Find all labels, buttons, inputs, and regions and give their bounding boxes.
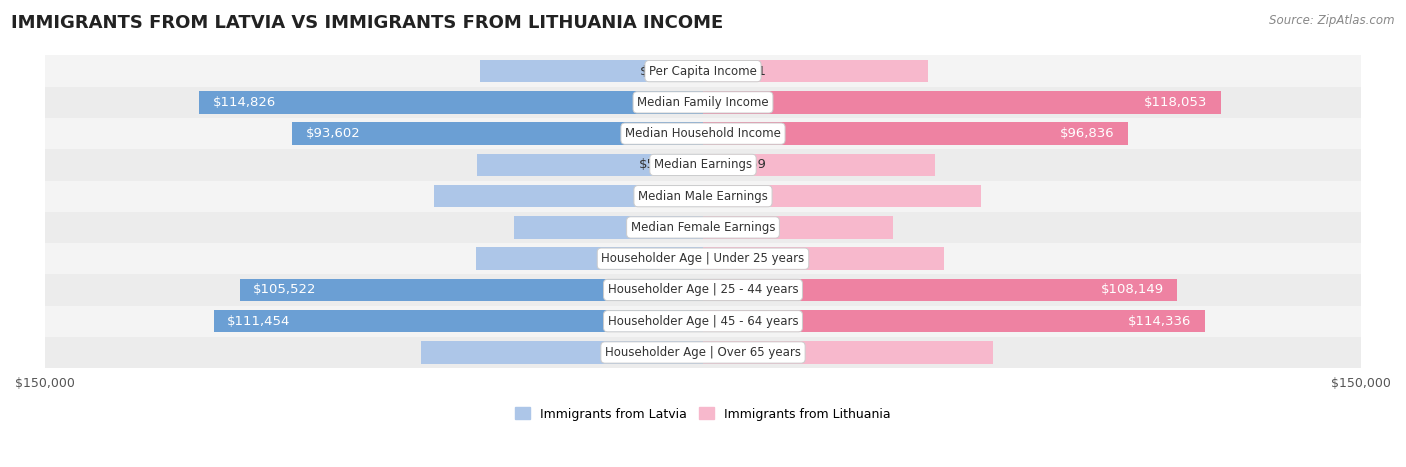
Text: Median Male Earnings: Median Male Earnings <box>638 190 768 203</box>
Bar <box>477 154 703 176</box>
Bar <box>45 87 1361 118</box>
Text: Per Capita Income: Per Capita Income <box>650 64 756 78</box>
Text: $108,149: $108,149 <box>1101 283 1164 297</box>
Text: $63,346: $63,346 <box>711 190 766 203</box>
Bar <box>45 274 1361 305</box>
Bar <box>703 248 945 270</box>
Text: Source: ZipAtlas.com: Source: ZipAtlas.com <box>1270 14 1395 27</box>
Text: $61,422: $61,422 <box>640 190 695 203</box>
Bar <box>479 60 703 82</box>
Text: $51,737: $51,737 <box>640 252 695 265</box>
Text: $66,087: $66,087 <box>711 346 766 359</box>
Bar <box>45 56 1361 87</box>
Bar <box>214 310 703 333</box>
Text: $51,555: $51,555 <box>640 158 695 171</box>
Bar <box>240 279 703 301</box>
Bar <box>45 243 1361 274</box>
Text: $50,914: $50,914 <box>640 64 695 78</box>
Bar <box>45 212 1361 243</box>
Text: $43,099: $43,099 <box>640 221 695 234</box>
Bar <box>703 185 981 207</box>
Text: Householder Age | Over 65 years: Householder Age | Over 65 years <box>605 346 801 359</box>
Bar <box>45 149 1361 181</box>
Text: $114,826: $114,826 <box>212 96 276 109</box>
Text: Householder Age | 45 - 64 years: Householder Age | 45 - 64 years <box>607 315 799 328</box>
Bar <box>703 60 928 82</box>
Bar <box>703 341 993 364</box>
Text: Median Earnings: Median Earnings <box>654 158 752 171</box>
Bar <box>45 305 1361 337</box>
Bar <box>477 248 703 270</box>
Bar <box>433 185 703 207</box>
Bar <box>703 154 935 176</box>
Bar <box>45 181 1361 212</box>
Text: Median Female Earnings: Median Female Earnings <box>631 221 775 234</box>
Text: $114,336: $114,336 <box>1128 315 1191 328</box>
Bar <box>200 91 703 113</box>
Bar <box>45 337 1361 368</box>
Legend: Immigrants from Latvia, Immigrants from Lithuania: Immigrants from Latvia, Immigrants from … <box>510 403 896 425</box>
Text: $118,053: $118,053 <box>1144 96 1208 109</box>
Bar <box>703 122 1128 145</box>
Text: $105,522: $105,522 <box>253 283 316 297</box>
Text: IMMIGRANTS FROM LATVIA VS IMMIGRANTS FROM LITHUANIA INCOME: IMMIGRANTS FROM LATVIA VS IMMIGRANTS FRO… <box>11 14 724 32</box>
Text: Median Household Income: Median Household Income <box>626 127 780 140</box>
Text: $111,454: $111,454 <box>228 315 291 328</box>
Text: $64,298: $64,298 <box>640 346 695 359</box>
Bar <box>292 122 703 145</box>
Bar <box>703 310 1205 333</box>
Bar <box>703 216 893 239</box>
Text: $43,317: $43,317 <box>711 221 766 234</box>
Text: $96,836: $96,836 <box>1060 127 1115 140</box>
Bar <box>703 91 1220 113</box>
Text: $93,602: $93,602 <box>305 127 360 140</box>
Text: $52,769: $52,769 <box>711 158 766 171</box>
Bar <box>420 341 703 364</box>
Text: Median Family Income: Median Family Income <box>637 96 769 109</box>
Text: Householder Age | Under 25 years: Householder Age | Under 25 years <box>602 252 804 265</box>
Text: $55,028: $55,028 <box>711 252 766 265</box>
Bar <box>45 118 1361 149</box>
Bar <box>515 216 703 239</box>
Text: $51,361: $51,361 <box>711 64 766 78</box>
Bar <box>703 279 1177 301</box>
Text: Householder Age | 25 - 44 years: Householder Age | 25 - 44 years <box>607 283 799 297</box>
